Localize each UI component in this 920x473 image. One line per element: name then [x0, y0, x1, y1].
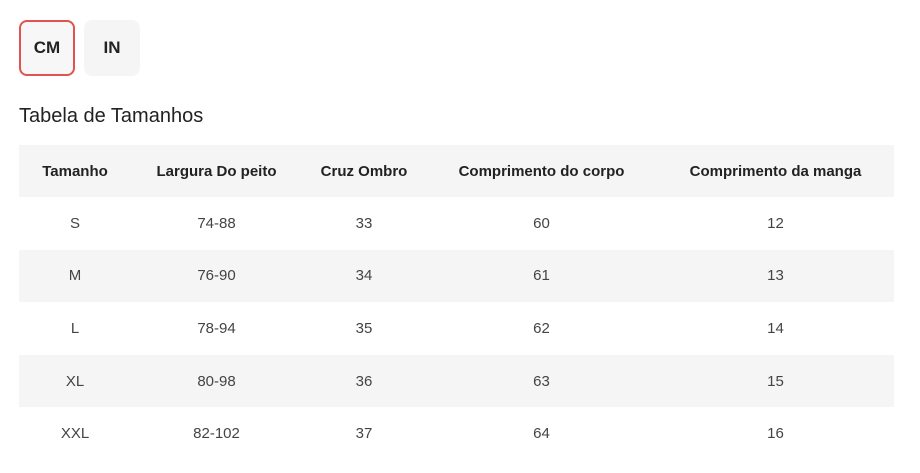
table-cell: 76-90	[131, 249, 302, 303]
size-table-title: Tabela de Tamanhos	[19, 105, 204, 127]
table-cell: 35	[355, 319, 373, 337]
unit-in-button[interactable]: IN	[84, 20, 140, 76]
table-header-row: Tamanho Largura Do peito Cruz Ombro Comp…	[19, 145, 894, 197]
table-cell: 12	[767, 214, 784, 232]
unit-toggle: CM IN	[19, 20, 140, 76]
table-row: L 78-94 35 62 14	[19, 302, 894, 355]
table-cell: 13	[657, 249, 894, 303]
table-cell: 80-98	[131, 354, 302, 408]
table-row: M 76-90 34 61 13	[19, 249, 894, 303]
table-cell: 82-102	[193, 425, 240, 443]
header-comprimento-do-corpo: Comprimento do corpo	[426, 145, 657, 197]
table-cell: L	[70, 319, 80, 337]
size-table: Tamanho Largura Do peito Cruz Ombro Comp…	[19, 145, 894, 460]
table-cell: 61	[426, 249, 657, 303]
table-cell: XL	[19, 354, 131, 408]
table-cell: 34	[302, 249, 426, 303]
table-cell: 78-94	[197, 319, 236, 337]
table-row: S 74-88 33 60 12	[19, 197, 894, 250]
header-comprimento-da-manga: Comprimento da manga	[657, 145, 894, 197]
table-cell: 63	[426, 354, 657, 408]
header-cruz-ombro: Cruz Ombro	[302, 145, 426, 197]
table-cell: S	[69, 214, 80, 232]
table-cell: M	[19, 249, 131, 303]
unit-cm-button[interactable]: CM	[19, 20, 75, 76]
table-cell: 64	[533, 425, 550, 443]
header-largura-do-peito: Largura Do peito	[131, 145, 302, 197]
table-cell: XXL	[60, 425, 90, 443]
table-cell: 74-88	[197, 214, 236, 232]
table-row: XXL 82-102 37 64 16	[19, 407, 894, 460]
table-cell: 16	[767, 425, 784, 443]
table-cell: 36	[302, 354, 426, 408]
table-row: XL 80-98 36 63 15	[19, 354, 894, 408]
table-cell: 62	[533, 319, 550, 337]
header-tamanho: Tamanho	[19, 145, 131, 197]
table-cell: 14	[767, 319, 784, 337]
table-cell: 15	[657, 354, 894, 408]
table-cell: 37	[355, 425, 373, 443]
table-cell: 33	[355, 214, 373, 232]
table-cell: 60	[533, 214, 550, 232]
